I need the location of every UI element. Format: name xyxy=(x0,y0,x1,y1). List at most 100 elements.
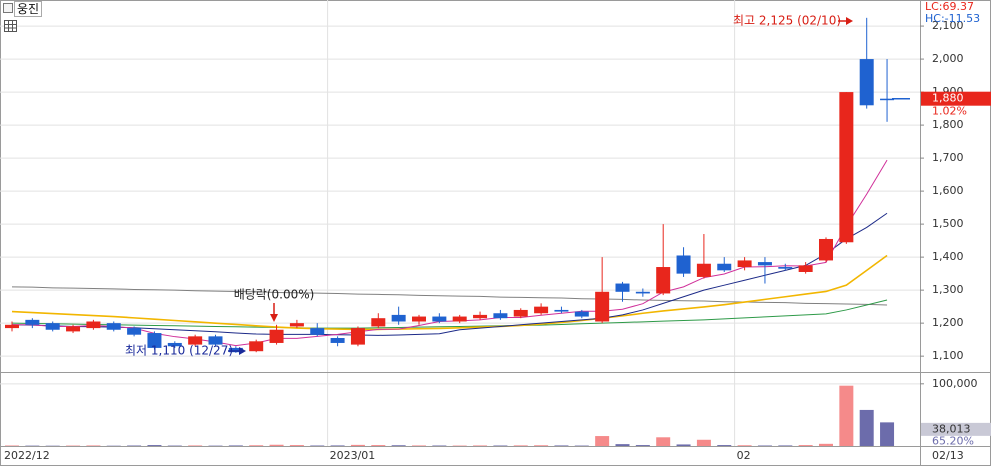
volume-bar xyxy=(86,445,101,446)
x-tick-label: 2022/12 xyxy=(4,449,50,462)
y-tick-label: 2,000 xyxy=(932,52,964,65)
candle-body xyxy=(696,263,711,277)
stock-name[interactable]: 웅진 xyxy=(17,2,39,16)
volume-bar xyxy=(595,436,610,446)
candle-body xyxy=(493,313,508,319)
low-annotation: 최저 1,110 (12/27) xyxy=(125,344,233,358)
candle-body xyxy=(188,336,203,345)
y-tick-label: 1,700 xyxy=(932,151,964,164)
volume-bar xyxy=(859,409,874,446)
candle-body xyxy=(5,324,19,329)
candle-body xyxy=(737,260,752,268)
y-tick-label: 1,500 xyxy=(932,217,964,230)
y-tick-label: 1,100 xyxy=(932,349,964,362)
moving-average xyxy=(11,212,888,336)
text-layer: 1,100 1,200 1,300 1,400 1,500 1,600 1,700 1,800… xyxy=(4,0,991,462)
y-tick-label: 1,800 xyxy=(932,118,964,131)
volume-bar xyxy=(371,445,386,446)
candle-body xyxy=(269,329,284,343)
candle-body xyxy=(249,341,264,352)
candle-body xyxy=(412,316,426,322)
candle-body xyxy=(330,338,345,343)
candle-body xyxy=(66,326,81,332)
volume-bar xyxy=(880,422,895,446)
indicator: LC:69.37 xyxy=(925,0,974,13)
volume-bar xyxy=(147,445,162,446)
volume-bar xyxy=(534,445,549,446)
candle-body xyxy=(798,265,813,272)
high-annotation: 최고 2,125 (02/10) xyxy=(733,14,841,28)
candle-body xyxy=(350,328,365,345)
volume-ratio: 65.20% xyxy=(932,434,974,447)
stock-name-box[interactable] xyxy=(14,1,42,17)
volume-bar xyxy=(798,445,813,446)
last-price-box xyxy=(921,91,991,106)
candle-body xyxy=(534,306,549,314)
candle-body xyxy=(432,316,447,322)
y-tick-label: 1,200 xyxy=(932,316,964,329)
candle-body xyxy=(595,291,610,322)
volume-bar xyxy=(412,445,426,446)
change-label: 1.02% xyxy=(932,105,967,118)
candle-body xyxy=(473,314,488,319)
volume-tick-label: 100,000 xyxy=(932,377,978,390)
moving-average xyxy=(11,299,888,329)
candle-body xyxy=(228,347,243,353)
candle-body xyxy=(147,333,162,348)
event-annotation: 배당락(0.00%) xyxy=(234,288,315,302)
high-arrow xyxy=(838,17,853,25)
candle-body xyxy=(289,323,304,327)
volume-bar xyxy=(289,445,304,446)
y-tick-label: 1,600 xyxy=(932,184,964,197)
candle-body xyxy=(127,328,142,335)
grid-icon[interactable] xyxy=(4,20,17,32)
ma-layer xyxy=(11,159,888,347)
volume-bar xyxy=(819,443,833,446)
candle-body xyxy=(839,92,854,243)
volume-bar xyxy=(249,445,264,446)
volume-bar xyxy=(656,437,671,446)
candle-body xyxy=(574,311,589,317)
candle-body xyxy=(676,255,691,274)
candle-body xyxy=(819,238,833,261)
volume-bar xyxy=(717,445,732,446)
y-tick-label: 1,300 xyxy=(932,283,964,296)
grid-layer xyxy=(0,0,920,446)
candle-body xyxy=(310,328,325,335)
candle-body xyxy=(778,267,793,269)
volume-bar xyxy=(635,445,650,446)
volume-bar xyxy=(269,444,284,446)
candle-body xyxy=(717,263,732,271)
candle-body xyxy=(452,316,467,322)
candle-body xyxy=(106,323,121,330)
volume-bar xyxy=(839,385,854,446)
candle-body xyxy=(391,314,406,322)
volume-bar xyxy=(330,445,345,446)
volume-bar xyxy=(513,445,528,446)
candle-body xyxy=(757,262,772,266)
indicator: HC:-11.53 xyxy=(925,12,980,25)
last-price-label: 1,880 xyxy=(932,92,964,105)
volume-bar xyxy=(696,439,711,446)
volume-bar xyxy=(391,445,406,446)
checkbox[interactable] xyxy=(3,3,13,13)
candle-body xyxy=(635,291,650,294)
candle-body xyxy=(880,98,895,101)
current-date: 02/13 xyxy=(932,449,964,462)
x-tick-label: 02 xyxy=(737,449,751,462)
candle-layer xyxy=(5,17,895,353)
moving-average xyxy=(11,254,888,331)
volume-bar xyxy=(778,445,793,446)
candle-body xyxy=(208,336,223,345)
volume-bar xyxy=(676,444,691,446)
volume-bar xyxy=(473,445,488,446)
candle-body xyxy=(86,321,101,329)
last-volume-label: 38,013 xyxy=(932,422,971,435)
volume-bar xyxy=(737,445,752,446)
candle-body xyxy=(656,267,671,294)
x-tick-label: 2023/01 xyxy=(330,449,376,462)
event-arrow xyxy=(270,303,278,322)
y-tick-label: 2,100 xyxy=(932,19,964,32)
